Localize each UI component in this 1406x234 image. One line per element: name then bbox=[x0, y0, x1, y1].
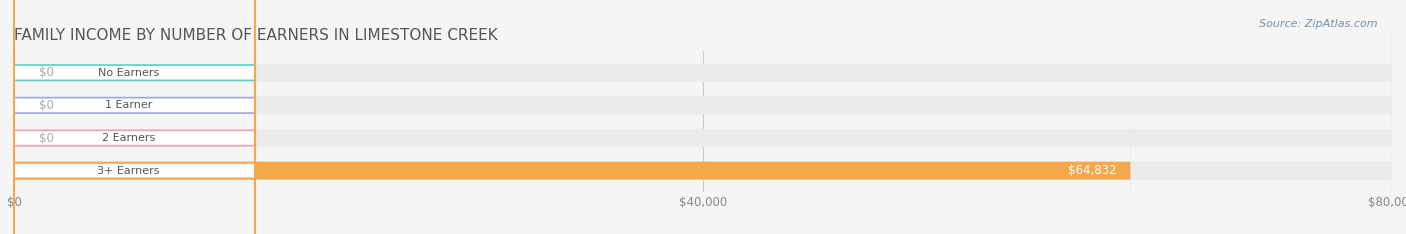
FancyBboxPatch shape bbox=[14, 0, 1392, 234]
Text: $0: $0 bbox=[39, 99, 53, 112]
FancyBboxPatch shape bbox=[14, 0, 254, 234]
FancyBboxPatch shape bbox=[14, 0, 254, 234]
Text: 2 Earners: 2 Earners bbox=[101, 133, 155, 143]
FancyBboxPatch shape bbox=[14, 0, 1392, 234]
Text: $0: $0 bbox=[39, 132, 53, 145]
Text: 1 Earner: 1 Earner bbox=[104, 100, 152, 110]
FancyBboxPatch shape bbox=[14, 0, 1392, 234]
Text: FAMILY INCOME BY NUMBER OF EARNERS IN LIMESTONE CREEK: FAMILY INCOME BY NUMBER OF EARNERS IN LI… bbox=[14, 28, 498, 43]
Text: $0: $0 bbox=[39, 66, 53, 79]
FancyBboxPatch shape bbox=[14, 0, 254, 234]
Text: No Earners: No Earners bbox=[98, 68, 159, 78]
Text: Source: ZipAtlas.com: Source: ZipAtlas.com bbox=[1260, 19, 1378, 29]
Text: $64,832: $64,832 bbox=[1069, 164, 1116, 177]
FancyBboxPatch shape bbox=[14, 0, 254, 234]
Text: 3+ Earners: 3+ Earners bbox=[97, 166, 160, 176]
FancyBboxPatch shape bbox=[14, 0, 1130, 234]
FancyBboxPatch shape bbox=[14, 0, 1392, 234]
